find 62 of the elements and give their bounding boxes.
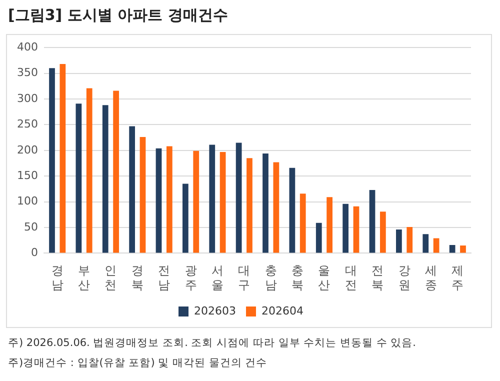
y-tick-label: 400 bbox=[16, 40, 38, 54]
x-tick-label: 대구 bbox=[238, 264, 250, 292]
bar bbox=[182, 184, 188, 253]
bar bbox=[406, 226, 413, 253]
x-tick-label: 울산 bbox=[318, 264, 330, 292]
y-tick-label: 200 bbox=[16, 143, 38, 156]
x-tick-label: 제주 bbox=[452, 264, 464, 292]
bar bbox=[156, 148, 162, 253]
y-tick-label: 300 bbox=[16, 92, 38, 105]
text: 주) 2026.05.06. 법원경매정보 조회. 조회 시점에 따라 일부 수치는 변동될 수 있음. bbox=[8, 336, 416, 351]
y-tick-label: 250 bbox=[16, 118, 38, 131]
bar bbox=[316, 222, 322, 253]
bar bbox=[220, 152, 226, 253]
x-tick-label: 세종 bbox=[424, 264, 437, 292]
bar bbox=[300, 194, 306, 253]
bar bbox=[129, 126, 135, 253]
y-tick-label: 50 bbox=[24, 220, 38, 234]
bar bbox=[369, 190, 376, 253]
bar bbox=[380, 212, 386, 253]
x-tick-label: 경북 bbox=[131, 264, 144, 292]
y-tick-label: 0 bbox=[30, 246, 38, 260]
y-tick-label: 100 bbox=[16, 194, 38, 208]
x-tick-label: 충남 bbox=[264, 264, 277, 292]
bar bbox=[246, 158, 252, 253]
x-tick-label: 부산 bbox=[78, 264, 90, 292]
x-tick-label: 충북 bbox=[292, 264, 304, 292]
bar bbox=[433, 238, 440, 253]
bar bbox=[49, 68, 55, 253]
bar bbox=[76, 104, 82, 253]
y-tick-label: 150 bbox=[16, 168, 38, 182]
bar bbox=[353, 206, 360, 253]
x-tick-label: 전남 bbox=[158, 264, 170, 292]
bar bbox=[326, 197, 332, 253]
x-tick-label: 전북 bbox=[372, 264, 384, 292]
y-tick-label: 350 bbox=[16, 66, 38, 80]
x-tick-label: 대전 bbox=[344, 264, 357, 292]
bar bbox=[113, 90, 119, 253]
bar bbox=[460, 245, 466, 253]
bar bbox=[342, 204, 349, 253]
x-tick-label: 강원 bbox=[398, 264, 410, 292]
bar bbox=[422, 234, 429, 253]
bar bbox=[193, 150, 200, 253]
bar bbox=[209, 144, 216, 253]
bar bbox=[60, 64, 66, 253]
bar bbox=[86, 88, 92, 253]
bar bbox=[166, 146, 172, 253]
x-tick-label: 서울 bbox=[211, 264, 224, 292]
bar bbox=[102, 105, 108, 253]
x-tick-label: 인천 bbox=[104, 264, 117, 292]
x-tick-label: 경남 bbox=[51, 264, 64, 292]
legend-label: 202603 bbox=[194, 304, 236, 318]
bar bbox=[140, 137, 146, 253]
chart-title: [그림3] 도시별 아파트 경매건수 bbox=[8, 6, 228, 25]
x-tick-label: 광주 bbox=[184, 264, 197, 292]
text: 주)경매건수 : 입찰(유찰 포함) 및 매각된 물건의 건수 bbox=[8, 356, 268, 371]
bar bbox=[273, 162, 280, 253]
bar bbox=[262, 153, 268, 253]
bar bbox=[236, 142, 242, 253]
bar bbox=[449, 244, 456, 253]
bar bbox=[289, 168, 296, 253]
legend-label: 202604 bbox=[262, 304, 304, 318]
bar bbox=[396, 230, 402, 253]
